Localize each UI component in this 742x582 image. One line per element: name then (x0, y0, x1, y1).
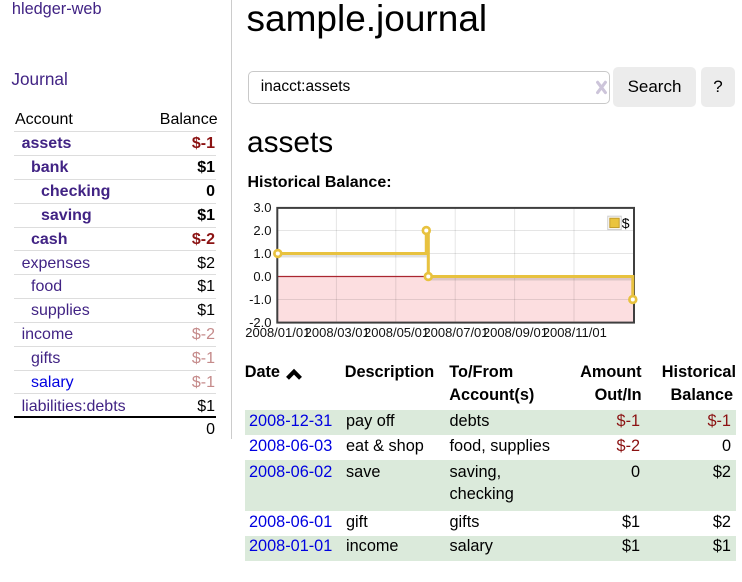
svg-text:1.0: 1.0 (253, 246, 271, 261)
svg-text:-1.0: -1.0 (249, 292, 271, 307)
svg-text:2.0: 2.0 (253, 223, 271, 238)
svg-text:3.0: 3.0 (253, 200, 271, 215)
svg-text:0.0: 0.0 (253, 269, 271, 284)
svg-text:2008/11/01: 2008/11/01 (543, 325, 607, 340)
svg-text:2008/01/01: 2008/01/01 (245, 325, 310, 340)
svg-text:2008/09/01: 2008/09/01 (483, 325, 548, 340)
svg-text:2008/05/01: 2008/05/01 (364, 325, 429, 340)
svg-text:2008/03/01: 2008/03/01 (305, 325, 370, 340)
svg-text:-2.0: -2.0 (249, 315, 271, 330)
svg-text:2008/07/01: 2008/07/01 (423, 325, 488, 340)
svg-text:$: $ (622, 215, 630, 231)
